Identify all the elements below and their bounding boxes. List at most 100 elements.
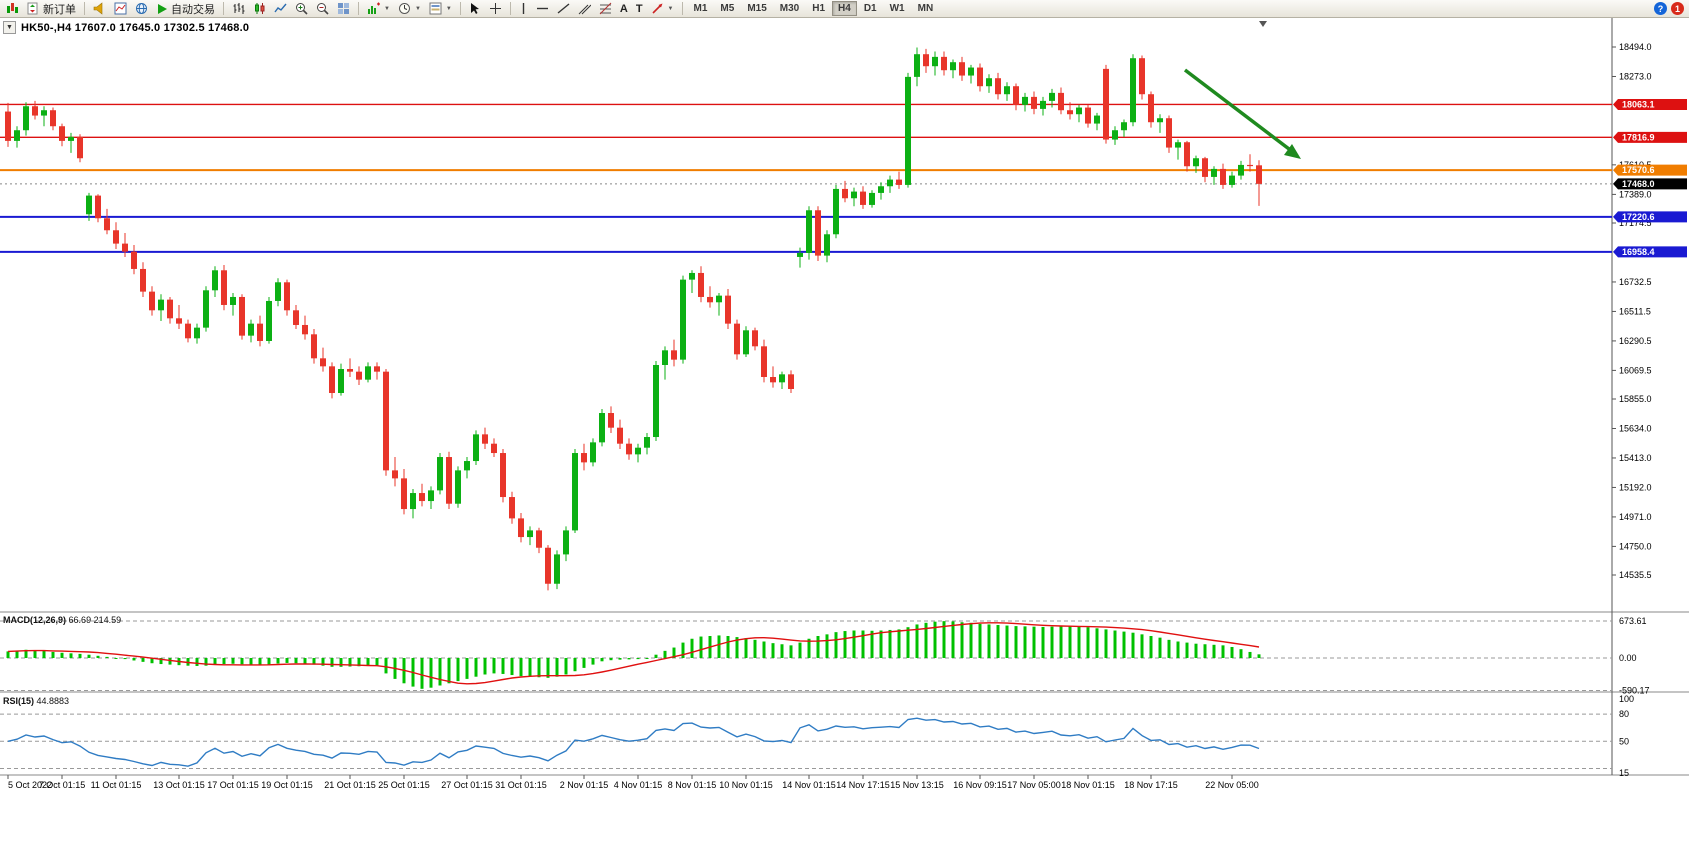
macd-bar	[753, 639, 757, 658]
macd-bar	[699, 636, 703, 658]
timeframe-button-D1[interactable]: D1	[863, 3, 877, 14]
bear-candle	[491, 443, 497, 454]
macd-bar	[600, 658, 604, 662]
tile-windows-icon[interactable]	[334, 1, 353, 17]
arrows-tool-icon[interactable]: ▼	[648, 1, 677, 17]
macd-name: MACD(12,26,9)	[3, 615, 67, 625]
macd-bar	[42, 650, 46, 658]
bear-candle	[302, 324, 308, 335]
macd-panel[interactable]: 673.61 0.00 -590.17	[0, 616, 1650, 696]
bull-candle	[1157, 118, 1163, 123]
macd-bar	[159, 658, 163, 665]
text-tool-icon[interactable]: A	[617, 1, 631, 17]
bull-candle	[680, 279, 686, 360]
bear-candle	[1058, 92, 1064, 111]
time-tick-label: 14 Nov 01:15	[782, 780, 836, 790]
macd-bar	[1239, 649, 1243, 658]
crosshair-tool-icon[interactable]	[486, 1, 505, 17]
chart-canvas[interactable]: 18494.018273.017610.517389.017174.516732…	[0, 18, 1689, 857]
chart-window[interactable]: 18494.018273.017610.517389.017174.516732…	[0, 18, 1689, 857]
macd-bar	[1257, 654, 1261, 658]
timeframe-button-H1[interactable]: H1	[812, 3, 826, 14]
timeframe-button-M30[interactable]: M30	[779, 3, 800, 14]
zoom-out-icon[interactable]	[313, 1, 332, 17]
macd-bar	[1068, 626, 1072, 658]
timeframe-button-W1[interactable]: W1	[889, 3, 905, 14]
bull-candle	[905, 76, 911, 185]
timeframe-button-MN[interactable]: MN	[917, 3, 934, 14]
autotrading-button[interactable]: 自动交易	[153, 1, 218, 17]
bear-candle	[698, 272, 704, 297]
bull-candle	[1130, 58, 1136, 123]
notifications-icon[interactable]: 1	[1671, 2, 1684, 15]
timeframe-button-M15[interactable]: M15	[747, 3, 767, 14]
periods-icon[interactable]: ▼	[395, 1, 424, 17]
bull-candle	[1121, 122, 1127, 131]
line-chart-type-icon[interactable]	[271, 1, 290, 17]
bull-candle	[203, 290, 209, 328]
bull-candle	[968, 67, 974, 76]
price-tick-label: 15413.0	[1619, 453, 1652, 463]
bear-candle	[113, 230, 119, 244]
rsi-panel[interactable]: 100 80 50 15	[0, 694, 1634, 778]
trend-arrow-head[interactable]	[1284, 144, 1301, 159]
candlestick-type-icon[interactable]	[250, 1, 269, 17]
label-tool-icon[interactable]: T	[633, 1, 646, 17]
cursor-tool-icon[interactable]	[466, 1, 484, 17]
macd-bar	[357, 658, 361, 667]
trendline-tool-icon[interactable]	[554, 1, 573, 17]
macd-bar	[222, 658, 226, 665]
indicators-icon[interactable]: ▼	[364, 1, 393, 17]
macd-bar	[1014, 626, 1018, 658]
alerts-icon[interactable]	[90, 1, 109, 17]
bull-candle	[1229, 175, 1235, 185]
zoom-in-icon[interactable]	[292, 1, 311, 17]
channel-tool-icon[interactable]	[575, 1, 594, 17]
bar-chart-type-icon[interactable]	[229, 1, 248, 17]
one-click-trading-toggle[interactable]: ▼	[3, 21, 16, 34]
fibonacci-tool-icon[interactable]	[596, 1, 615, 17]
bull-candle	[779, 374, 785, 383]
horizontal-line-tool-icon[interactable]	[533, 1, 552, 17]
market-watch-icon[interactable]	[111, 1, 130, 17]
macd-bar	[528, 658, 532, 677]
bear-candle	[1202, 158, 1208, 177]
templates-icon[interactable]: ▼	[426, 1, 455, 17]
bull-candle	[1076, 107, 1082, 115]
help-icon[interactable]: ?	[1654, 2, 1667, 15]
macd-bar	[726, 636, 730, 658]
price-tick-label: 14971.0	[1619, 512, 1652, 522]
candles[interactable]	[5, 47, 1262, 591]
price-axis[interactable]: 18494.018273.017610.517389.017174.516732…	[1612, 42, 1652, 580]
timeframe-button-H4[interactable]: H4	[832, 1, 857, 16]
timeframe-button-M1[interactable]: M1	[693, 3, 708, 14]
macd-bar	[321, 658, 325, 666]
vertical-line-tool-icon[interactable]	[516, 1, 531, 17]
macd-bar	[285, 658, 289, 663]
bull-candle	[1004, 86, 1010, 95]
macd-bar	[384, 658, 388, 674]
chart-window-icon[interactable]	[3, 1, 22, 17]
trend-arrow[interactable]	[1183, 68, 1295, 154]
macd-bar	[897, 629, 901, 658]
bear-candle	[995, 78, 1001, 95]
bear-candle	[1103, 68, 1109, 140]
time-tick-label: 17 Oct 01:15	[207, 780, 259, 790]
time-tick-label: 18 Nov 01:15	[1061, 780, 1115, 790]
macd-label: MACD(12,26,9) 66.69 214.59	[3, 615, 121, 625]
macd-bar	[861, 630, 865, 658]
web-terminal-icon[interactable]	[132, 1, 151, 17]
timeframe-button-M5[interactable]: M5	[720, 3, 735, 14]
bear-candle	[149, 291, 155, 311]
macd-bar	[888, 629, 892, 658]
bear-candle	[860, 191, 866, 205]
new-order-button[interactable]: 新订单	[24, 1, 79, 17]
bull-candle	[1211, 168, 1217, 177]
price-tick-label: 14535.5	[1619, 570, 1652, 580]
bull-candle	[1112, 130, 1118, 140]
bear-candle	[383, 371, 389, 471]
time-tick-label: 19 Oct 01:15	[261, 780, 313, 790]
bull-candle	[833, 188, 839, 235]
macd-bar	[1248, 651, 1252, 658]
